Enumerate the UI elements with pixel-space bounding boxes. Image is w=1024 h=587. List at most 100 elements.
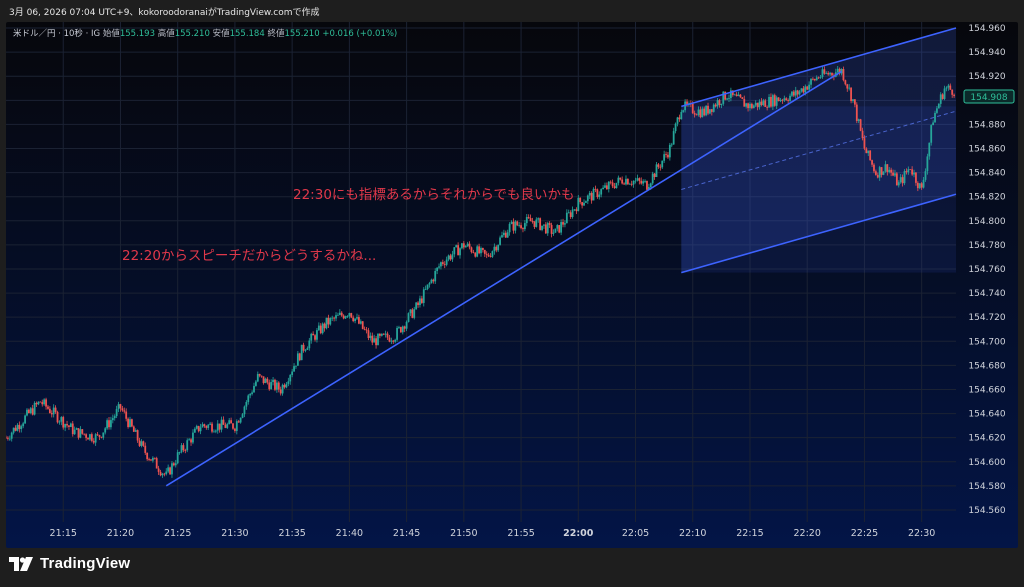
trendline-1[interactable] — [165, 70, 842, 487]
candle-body — [680, 111, 683, 120]
candle-body — [37, 401, 40, 405]
candle-body — [636, 178, 639, 181]
candle-body — [310, 333, 313, 341]
candle-body — [66, 423, 68, 426]
trendline-2[interactable] — [681, 27, 957, 108]
candle-body — [138, 440, 141, 446]
candle-body — [703, 108, 706, 116]
candle-body — [407, 313, 410, 322]
candle-body — [218, 423, 221, 430]
trendline-3[interactable] — [681, 193, 957, 274]
candle-body — [665, 154, 667, 156]
price-tick-label: 154.840 — [968, 169, 1005, 179]
candle-body — [501, 235, 503, 238]
candle-body — [79, 429, 82, 438]
candle-body — [129, 419, 131, 427]
candle-body — [579, 197, 582, 203]
candle-body — [535, 219, 538, 227]
candle-body — [155, 458, 158, 469]
candle-body — [443, 263, 446, 265]
candle-body — [258, 374, 261, 376]
symbol-label[interactable]: 米ドル／円 · 10秒 · IG — [13, 29, 101, 39]
candle-body — [516, 221, 519, 226]
price-tick-label: 154.780 — [968, 241, 1005, 251]
candle-body — [560, 222, 563, 233]
candle-body — [539, 218, 542, 230]
chart-panel[interactable]: 154.960154.940154.920154.900154.880154.8… — [6, 22, 1018, 548]
candle-body — [729, 90, 732, 98]
time-tick-label: 22:30 — [908, 528, 935, 539]
candle-body — [281, 384, 284, 394]
candle-body — [134, 430, 137, 432]
candle-body — [171, 463, 173, 475]
candle-body — [905, 171, 908, 173]
candle-body — [499, 237, 501, 245]
candle-body — [415, 302, 418, 310]
candle-body — [29, 408, 32, 413]
candle-body — [497, 244, 500, 251]
candle-body — [884, 164, 887, 172]
candle-body — [764, 100, 767, 107]
trendlines[interactable] — [165, 27, 957, 487]
candle-body — [420, 298, 423, 303]
candle-body — [136, 430, 139, 441]
price-axis[interactable]: 154.960154.940154.920154.900154.880154.8… — [968, 24, 1005, 516]
candle-body — [874, 171, 877, 175]
candle-body — [512, 221, 515, 231]
candle-body — [182, 445, 185, 451]
candle-body — [661, 160, 664, 168]
candle-body — [291, 371, 294, 375]
candle-body — [567, 212, 570, 214]
time-tick-label: 21:45 — [393, 528, 420, 539]
candle-body — [245, 401, 248, 407]
candle-body — [623, 183, 625, 185]
time-axis[interactable]: 21:15 21:20 21:25 21:30 21:35 21:40 21:45 21:50… — [50, 528, 936, 539]
candle-body — [87, 437, 89, 440]
candle-body — [319, 325, 322, 334]
tradingview-logo[interactable]: TradingView — [9, 555, 130, 572]
candle-body — [800, 88, 803, 92]
candle-body — [151, 457, 154, 461]
candle-body — [264, 378, 267, 384]
candle-body — [110, 420, 112, 428]
candle-body — [781, 99, 784, 101]
candle-body — [644, 180, 646, 182]
candle-body — [676, 117, 679, 124]
candle-body — [33, 402, 36, 415]
candle-body — [716, 100, 719, 107]
candle-body — [827, 73, 830, 75]
candle-body — [369, 335, 372, 339]
candle-body — [325, 317, 328, 329]
candle-body — [924, 171, 927, 180]
candle-body — [863, 138, 866, 149]
candle-body — [596, 189, 599, 197]
candle-body — [176, 452, 179, 464]
candle-body — [411, 309, 414, 318]
candle-body — [831, 72, 833, 76]
candle-body — [531, 221, 534, 222]
price-tick-label: 154.560 — [968, 506, 1005, 516]
candle-body — [482, 248, 484, 250]
candle-body — [298, 353, 301, 361]
annotation-speech[interactable]: 22:20からスピーチだからどうするかね... — [122, 248, 376, 264]
candle-body — [520, 225, 522, 229]
candle-body — [352, 317, 355, 322]
price-chart[interactable]: 154.960154.940154.920154.900154.880154.8… — [6, 22, 1018, 548]
candle-body — [424, 288, 427, 290]
candle-body — [403, 326, 406, 329]
candle-body — [632, 180, 635, 185]
candle-body — [777, 97, 780, 102]
candle-body — [346, 316, 349, 317]
annotation-indicator[interactable]: 22:30にも指標あるからそれからでも良いかも — [293, 187, 575, 203]
candle-body — [279, 389, 282, 394]
candle-body — [203, 424, 206, 427]
candle-body — [188, 439, 191, 441]
candle-body — [432, 279, 435, 282]
candle-body — [302, 344, 305, 351]
candle-body — [100, 436, 103, 438]
candle-body — [495, 246, 498, 251]
candle-body — [873, 164, 875, 172]
tradingview-logo-icon — [9, 556, 33, 571]
candle-body — [817, 77, 820, 79]
candle-body — [773, 95, 776, 106]
